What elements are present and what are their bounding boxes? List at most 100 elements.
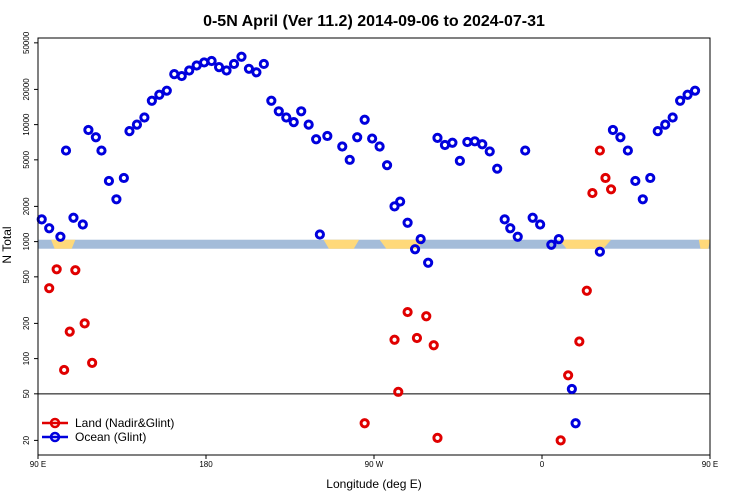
land-band-segment-0 xyxy=(51,239,76,249)
ocean-point xyxy=(322,130,333,142)
ocean-point xyxy=(374,141,385,152)
land-point xyxy=(605,184,617,195)
y-tick-label: 50 xyxy=(22,389,31,398)
ocean-point xyxy=(682,89,693,100)
ocean-point xyxy=(83,124,94,136)
ocean-point xyxy=(432,132,443,143)
y-tick-label: 500 xyxy=(22,270,31,284)
land-band-segment-1 xyxy=(323,239,360,249)
ocean-point xyxy=(258,58,269,70)
land-band-segment-4 xyxy=(698,239,710,249)
land-point xyxy=(428,340,439,351)
land-point xyxy=(51,264,62,275)
land-point xyxy=(600,172,611,184)
land-point xyxy=(563,370,574,381)
land-point xyxy=(421,311,432,322)
ocean-point xyxy=(60,145,72,156)
ocean-point xyxy=(124,126,135,137)
ocean-point xyxy=(236,51,247,62)
legend-label: Ocean (Glint) xyxy=(75,430,146,444)
ocean-point xyxy=(311,134,322,145)
ocean-point xyxy=(607,124,619,136)
land-point xyxy=(70,265,81,276)
x-tick-label: 90 E xyxy=(702,460,718,469)
ocean-band xyxy=(38,239,710,249)
ocean-point xyxy=(447,137,458,148)
ocean-point xyxy=(288,117,299,128)
ocean-point xyxy=(527,212,538,223)
ocean-point xyxy=(499,214,510,225)
ocean-point xyxy=(381,160,393,171)
ocean-point xyxy=(546,239,557,250)
ocean-point xyxy=(184,65,195,76)
y-axis: 20 50 100 200 500 1000 2000 5000 10000 20000 50000 xyxy=(22,31,38,445)
ocean-point xyxy=(637,194,648,205)
ocean-point xyxy=(228,58,240,70)
ocean-point xyxy=(454,155,465,166)
ocean-point xyxy=(44,223,55,234)
land-point xyxy=(581,285,592,296)
ocean-point xyxy=(314,229,325,240)
ocean-point xyxy=(667,112,678,123)
legend-marker xyxy=(49,417,61,429)
ocean-point xyxy=(395,196,406,207)
ocean-point xyxy=(146,95,157,106)
land-point xyxy=(594,145,605,156)
y-tick-label: 20000 xyxy=(22,78,31,101)
land-point xyxy=(44,283,55,294)
ocean-point xyxy=(251,67,262,78)
y-tick-label: 50000 xyxy=(22,31,31,54)
ocean-point xyxy=(213,62,225,73)
y-tick-label: 200 xyxy=(22,316,31,330)
land-point xyxy=(574,336,585,347)
ocean-point xyxy=(622,145,633,156)
ocean-point xyxy=(55,231,66,242)
ocean-point xyxy=(423,257,434,268)
series-land xyxy=(44,145,617,446)
land-point xyxy=(87,357,98,368)
land-point xyxy=(555,435,566,446)
ocean-point xyxy=(206,55,217,67)
x-tick-label: 90 W xyxy=(365,460,384,469)
ocean-point xyxy=(477,139,488,150)
ocean-point xyxy=(118,172,129,184)
land-point xyxy=(64,326,75,337)
ocean-point xyxy=(161,85,172,96)
ocean-point xyxy=(176,70,187,82)
data-points xyxy=(36,51,701,446)
ocean-point xyxy=(367,133,378,144)
x-tick-label: 90 E xyxy=(30,460,46,469)
ocean-point xyxy=(281,112,292,123)
y-tick-label: 5000 xyxy=(22,150,31,168)
ocean-point xyxy=(512,231,523,242)
ocean-point xyxy=(594,246,605,257)
y-tick-label: 100 xyxy=(22,351,31,365)
y-tick-label: 20 xyxy=(22,435,31,444)
x-tick-label: 180 xyxy=(199,460,213,469)
ocean-point xyxy=(68,212,79,223)
land-point xyxy=(59,364,70,376)
x-axis: 90 E 180 90 W 0 90 E xyxy=(30,455,718,469)
ocean-point xyxy=(344,154,355,165)
ocean-point xyxy=(131,119,143,130)
ocean-point xyxy=(402,217,413,228)
ocean-point xyxy=(520,145,531,156)
land-point xyxy=(411,332,423,344)
land-point xyxy=(402,306,413,318)
land-point xyxy=(389,334,400,345)
ocean-point xyxy=(154,89,165,100)
ocean-point xyxy=(484,146,495,157)
ocean-point xyxy=(352,132,363,143)
land-point xyxy=(359,418,370,429)
ocean-point xyxy=(303,119,314,130)
ocean-point xyxy=(77,219,88,230)
y-tick-label: 2000 xyxy=(22,197,31,215)
ocean-point xyxy=(409,244,421,255)
ocean-point xyxy=(221,65,232,76)
ocean-point xyxy=(359,114,370,125)
x-tick-label: 0 xyxy=(540,460,545,469)
legend: Land (Nadir&Glint)Ocean (Glint) xyxy=(42,416,174,444)
land-ocean-band xyxy=(38,239,710,249)
ocean-point xyxy=(553,234,564,245)
